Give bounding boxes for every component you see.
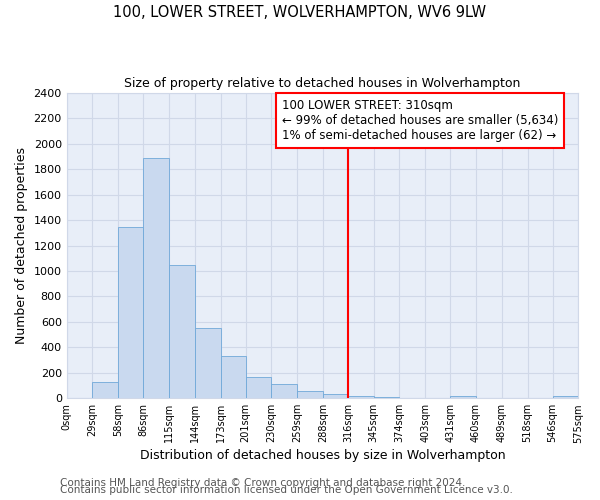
- Bar: [553, 396, 578, 398]
- Text: 100 LOWER STREET: 310sqm
← 99% of detached houses are smaller (5,634)
1% of semi: 100 LOWER STREET: 310sqm ← 99% of detach…: [281, 99, 558, 142]
- Text: Contains public sector information licensed under the Open Government Licence v3: Contains public sector information licen…: [60, 485, 513, 495]
- Bar: [195, 328, 221, 398]
- Bar: [143, 158, 169, 398]
- Bar: [118, 226, 143, 398]
- Bar: [169, 264, 195, 398]
- Bar: [271, 384, 297, 398]
- Text: Contains HM Land Registry data © Crown copyright and database right 2024.: Contains HM Land Registry data © Crown c…: [60, 478, 466, 488]
- Text: 100, LOWER STREET, WOLVERHAMPTON, WV6 9LW: 100, LOWER STREET, WOLVERHAMPTON, WV6 9L…: [113, 5, 487, 20]
- Bar: [348, 396, 374, 398]
- X-axis label: Distribution of detached houses by size in Wolverhampton: Distribution of detached houses by size …: [140, 450, 505, 462]
- Bar: [221, 356, 245, 398]
- Bar: [450, 396, 476, 398]
- Bar: [323, 394, 348, 398]
- Y-axis label: Number of detached properties: Number of detached properties: [15, 147, 28, 344]
- Bar: [92, 382, 118, 398]
- Bar: [374, 397, 400, 398]
- Bar: [297, 390, 323, 398]
- Title: Size of property relative to detached houses in Wolverhampton: Size of property relative to detached ho…: [124, 78, 521, 90]
- Bar: [245, 377, 271, 398]
